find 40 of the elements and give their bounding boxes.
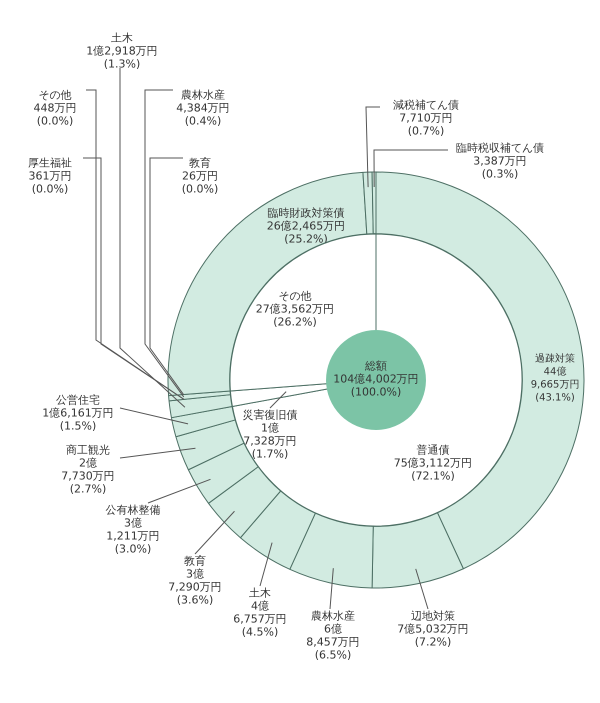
data-label: 7億5,032万円 (7.2%) [397,622,469,648]
slice-label: その他 [278,289,312,302]
slice-label: 公営住宅 [56,393,100,406]
text: 448万円 (0.0%) [34,101,76,128]
data-label: 1億2,918万円 (1.3%) [86,44,158,70]
category-label: 厚生福祉 [28,156,72,170]
data-label: 3億 1,211万円 (3.0%) [106,516,160,556]
data-label: 44億 9,665万円 (43.1%) [530,366,580,404]
slice-label: 商工観光 [66,443,110,456]
slice-label: 臨時財政対策債 [268,206,344,220]
slice-label: 普通債 [416,443,450,456]
slice-label: 土木 [249,586,271,600]
slice-label: 減税補てん債 [393,98,459,112]
data-label: 2億 7,730万円 (2.7%) [61,456,115,496]
data-label: 3,387万円 (0.3%) [473,154,527,180]
slice-label: 臨時税収補てん債 [456,141,544,154]
slice-label: 辺地対策 [411,609,455,622]
slice-label: 土木 [111,31,133,44]
data-label: 26億2,465万円 (25.2%) [266,219,346,246]
data-label: 3億 7,290万円 (3.6%) [168,567,222,606]
data-label: 75億3,112万円 (72.1%) [394,456,472,482]
data-label: 4,384万円 (0.4%) [176,101,230,128]
data-label: 6億 8,457万円 (6.5%) [306,622,360,662]
slice-label: 教育 [184,554,206,568]
text: 26万円 (0.0%) [182,169,218,196]
data-label: 7,710万円 (0.7%) [399,111,453,138]
slice-label: 農林水産 [181,88,225,102]
slice-label: 公有林整備 [106,503,160,516]
slice-label: 過疎対策 [535,352,575,365]
slice-label: 農林水産 [311,609,355,622]
category-label: 教育 [189,156,211,170]
category-label: その他 [38,88,72,102]
text: 361万円 (0.0%) [28,169,72,196]
data-label: 104億4,002万円 (100.0%) [333,372,419,398]
data-label: 4億 6,757万円 (4.5%) [233,599,287,638]
data-label: 1億6,161万円 (1.5%) [42,406,114,432]
slice-label: 災害復旧債 [242,408,298,422]
data-label: 1億 7,328万円 (1.7%) [243,421,297,460]
data-label: 27億3,562万円 (26.2%) [256,302,334,328]
slice-label: 総額 [364,359,387,372]
